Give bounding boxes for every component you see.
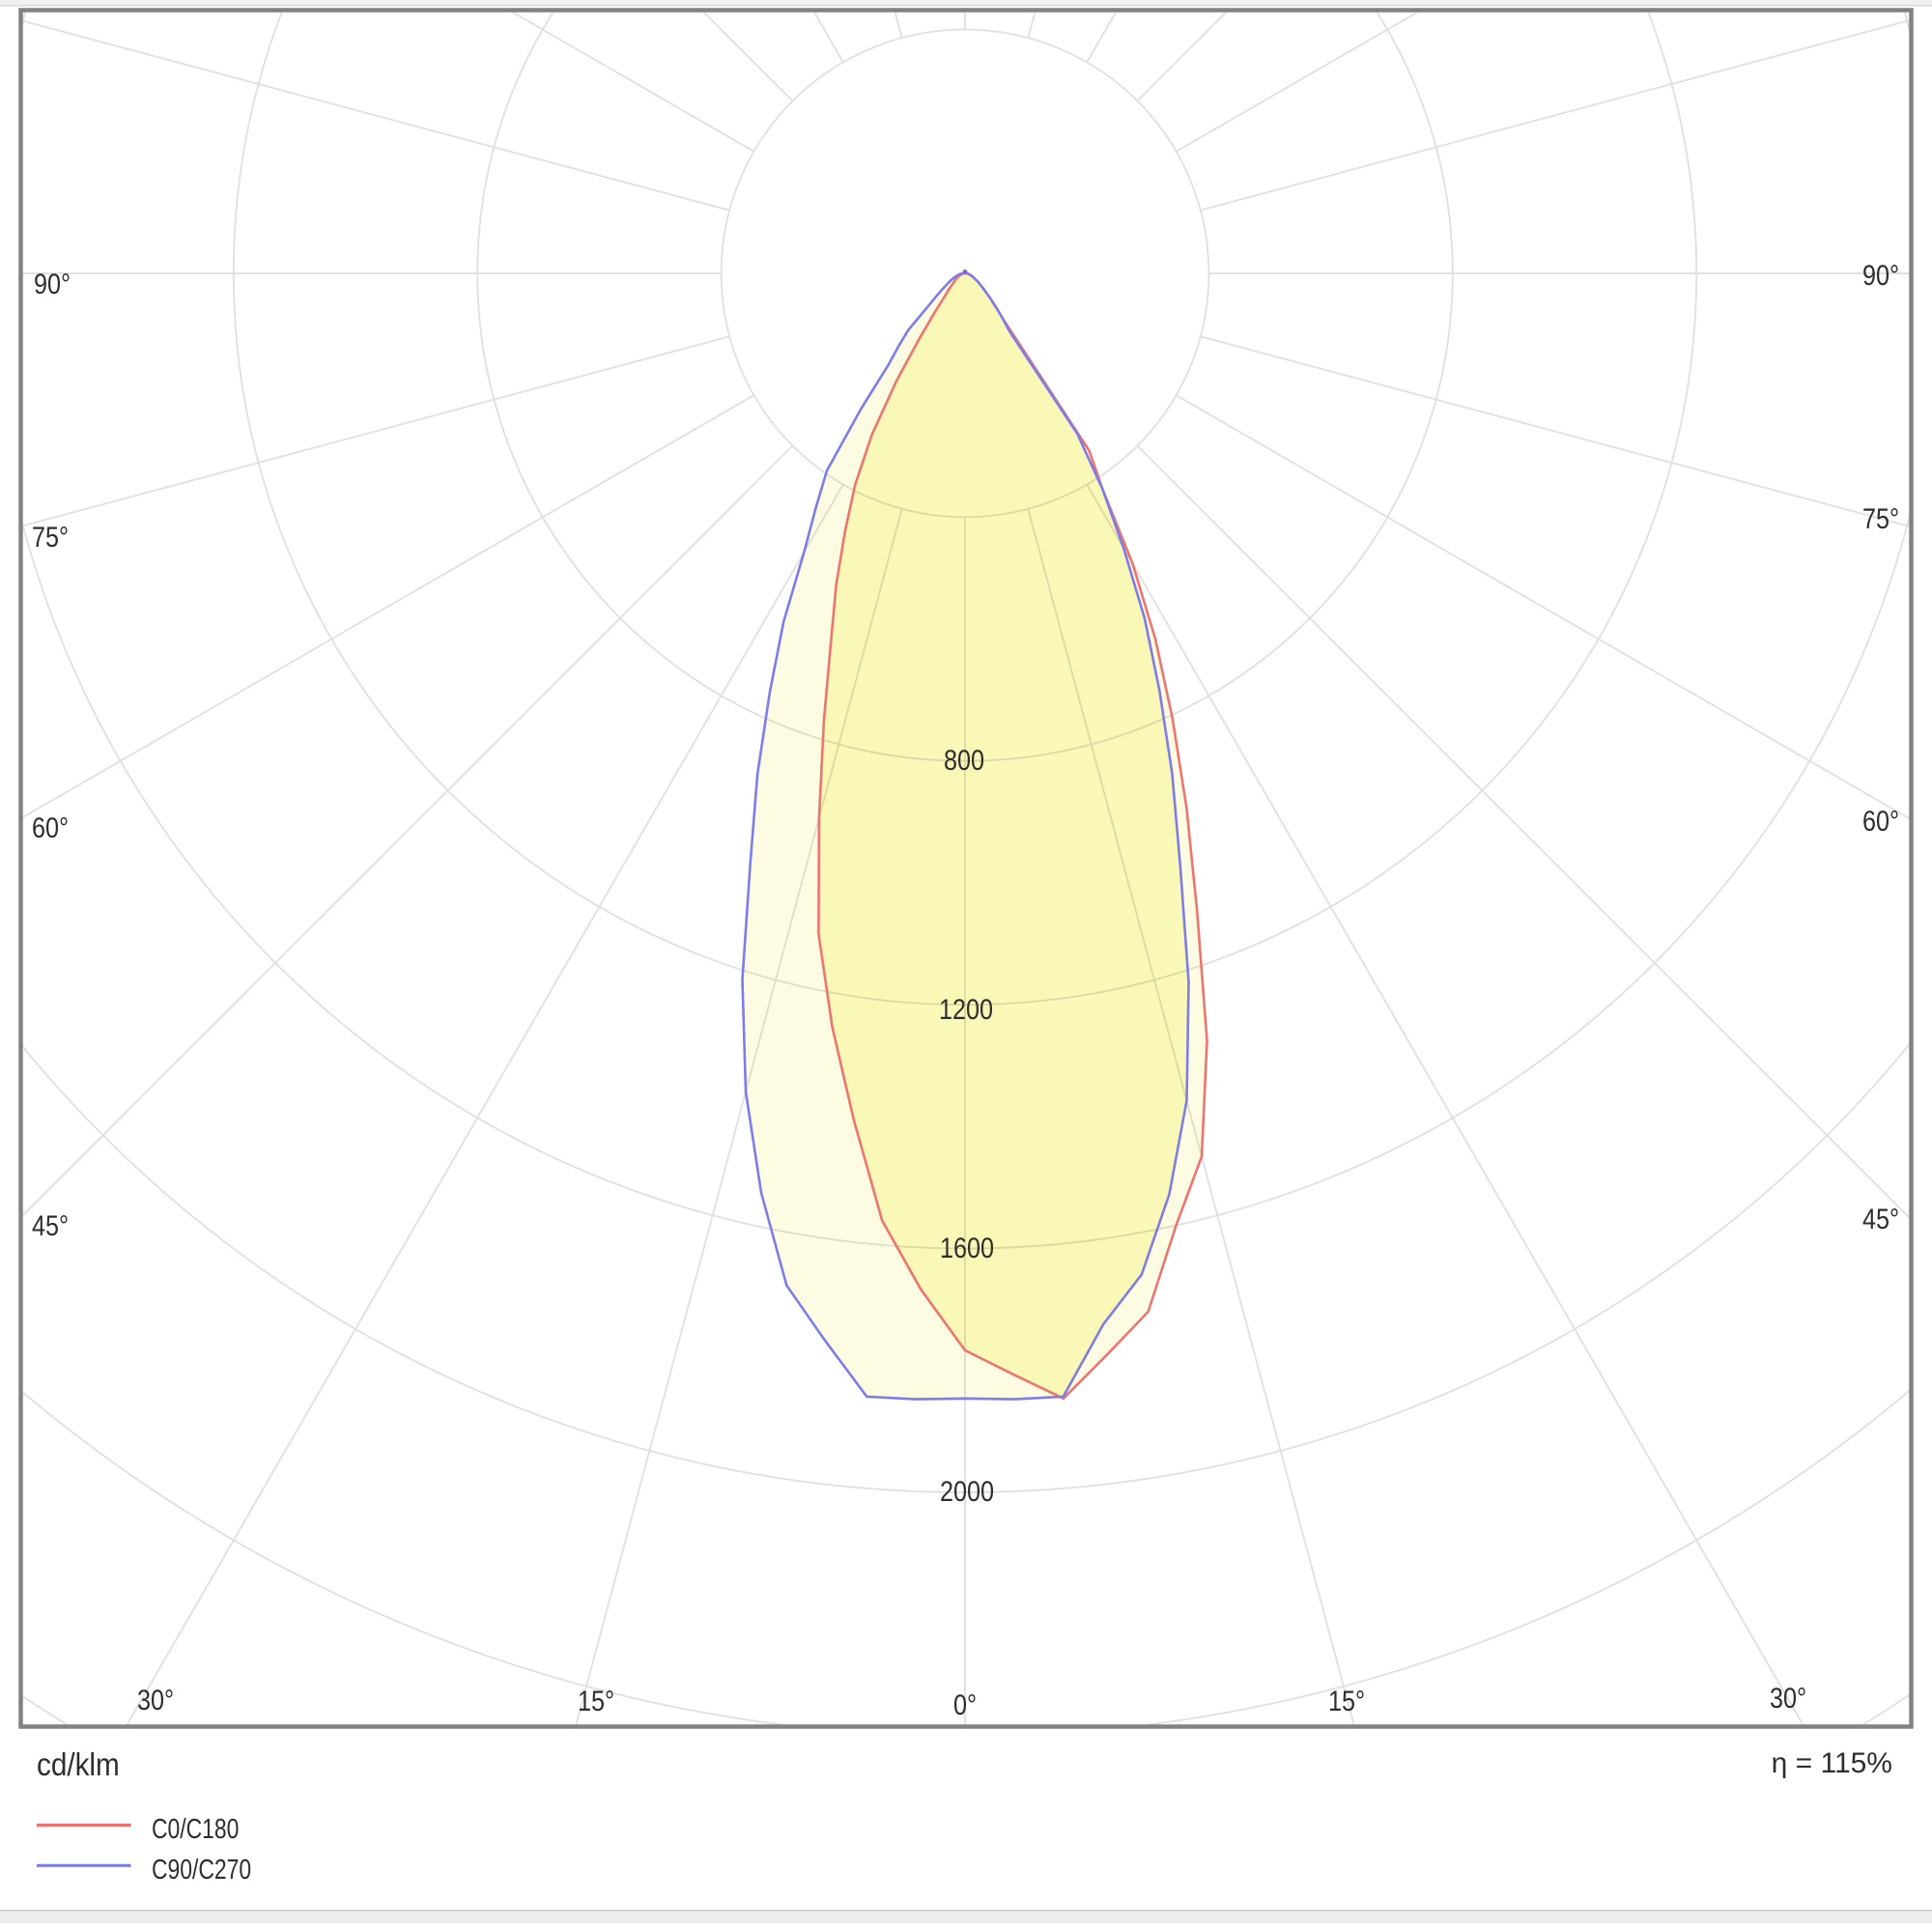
svg-text:90°: 90°: [1862, 259, 1899, 292]
svg-text:1600: 1600: [940, 1232, 994, 1264]
svg-text:cd/klm: cd/klm: [37, 1747, 120, 1783]
svg-text:C90/C270: C90/C270: [152, 1853, 251, 1885]
svg-text:C0/C180: C0/C180: [152, 1812, 239, 1844]
svg-text:45°: 45°: [1862, 1203, 1899, 1235]
svg-text:1200: 1200: [939, 993, 993, 1026]
svg-text:45°: 45°: [32, 1209, 69, 1242]
svg-text:2000: 2000: [940, 1475, 994, 1508]
svg-text:800: 800: [944, 744, 984, 777]
svg-text:30°: 30°: [1770, 1682, 1806, 1715]
svg-text:η = 115%: η = 115%: [1772, 1747, 1892, 1779]
svg-text:60°: 60°: [1862, 805, 1899, 837]
svg-text:75°: 75°: [32, 521, 69, 553]
svg-text:15°: 15°: [578, 1685, 614, 1717]
svg-text:0°: 0°: [953, 1688, 977, 1721]
svg-text:75°: 75°: [1862, 502, 1899, 535]
svg-text:15°: 15°: [1328, 1685, 1365, 1717]
svg-text:90°: 90°: [34, 268, 71, 300]
svg-text:30°: 30°: [137, 1684, 174, 1716]
svg-text:60°: 60°: [32, 811, 69, 844]
